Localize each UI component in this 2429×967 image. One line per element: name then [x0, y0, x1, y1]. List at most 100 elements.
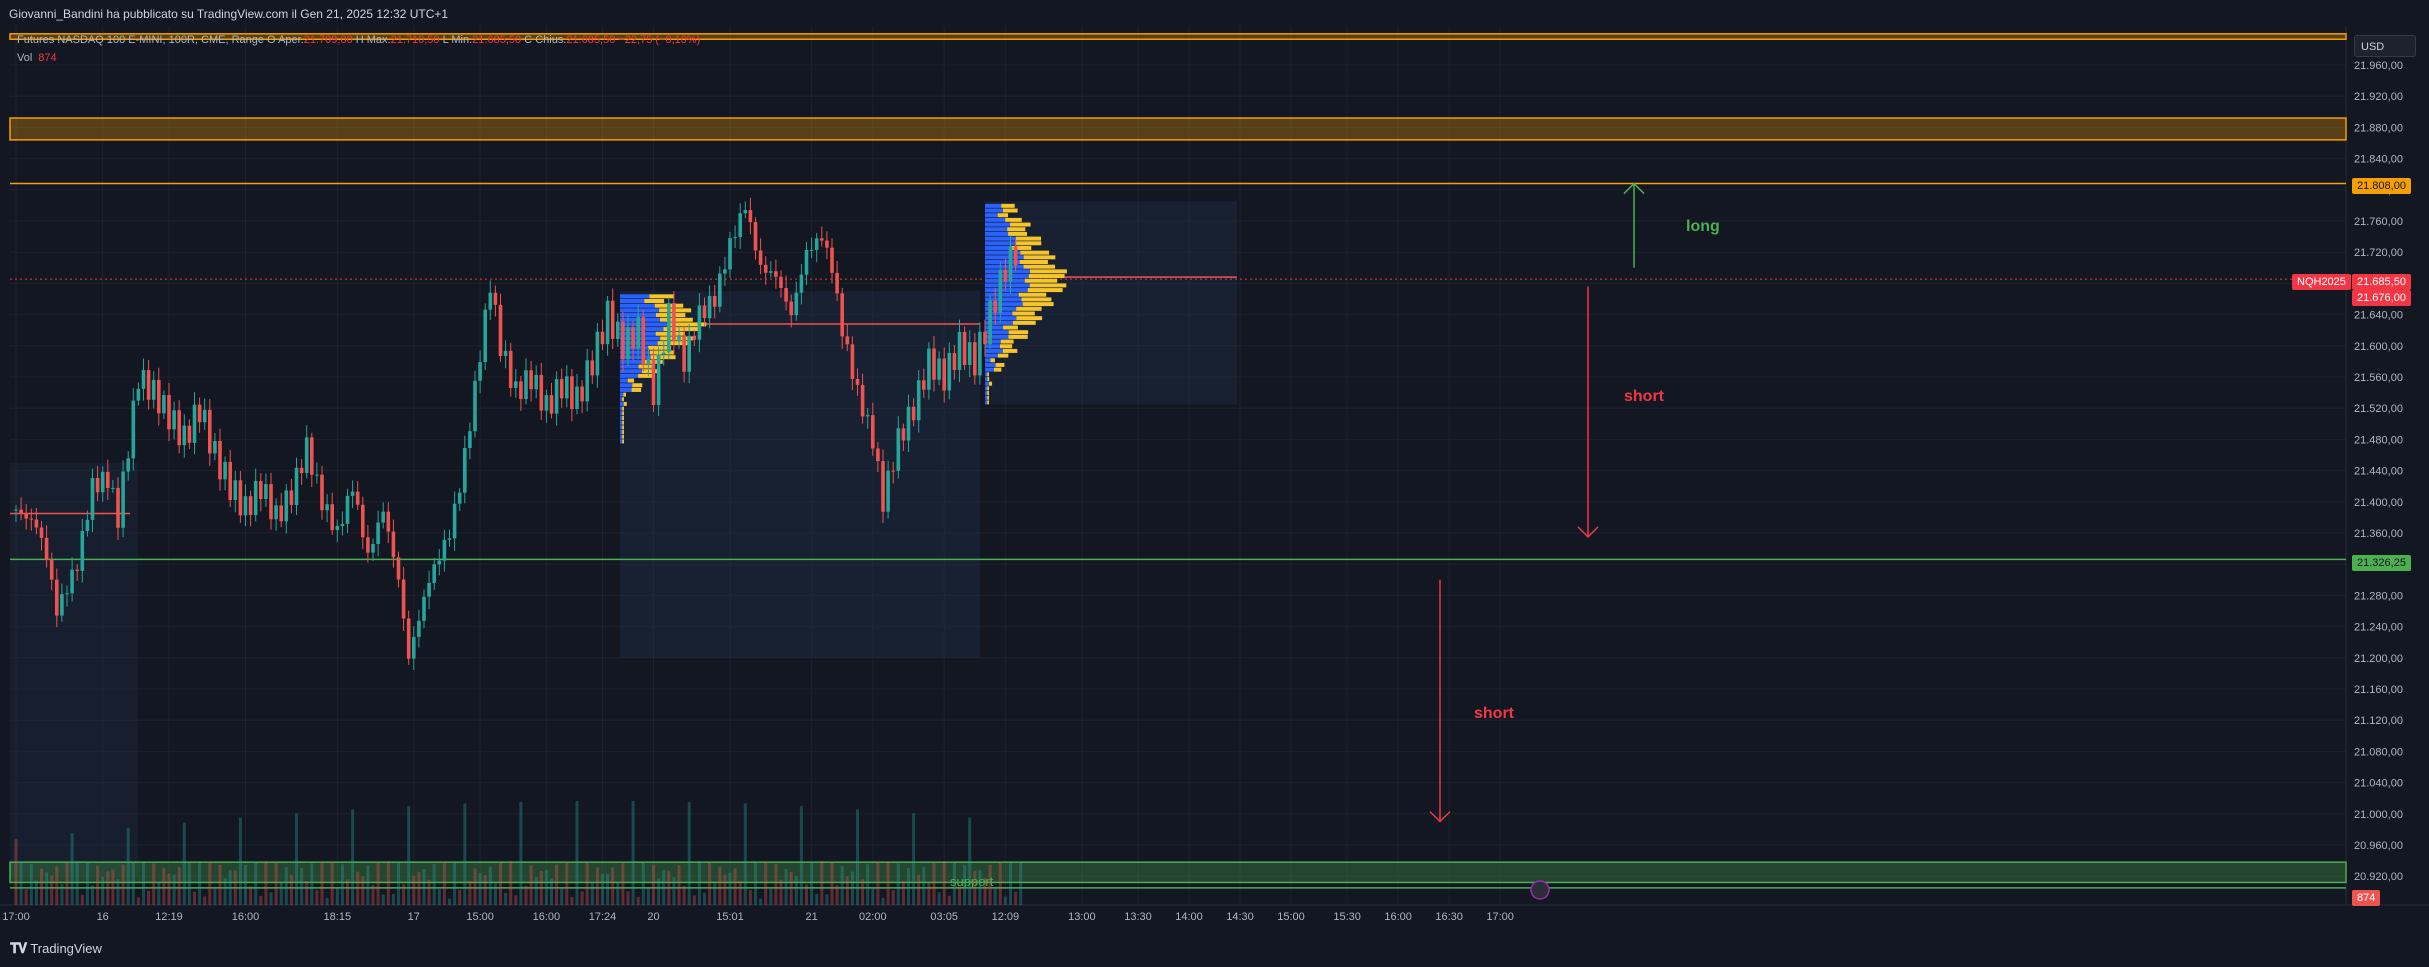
candle-body — [294, 467, 299, 505]
volume-bar — [799, 806, 803, 905]
volume-bar — [687, 801, 691, 905]
volume-bar — [412, 875, 416, 905]
tradingview-logo[interactable]: 𝐓𝐕 TradingView — [10, 940, 102, 957]
volume-profile-bar — [985, 362, 996, 367]
candle-body — [600, 331, 605, 345]
candle-body — [432, 564, 436, 583]
volume-profile-bar — [631, 387, 642, 392]
volume-profile-bar — [1000, 339, 1014, 344]
price-tick-label: 21.760,00 — [2354, 216, 2403, 228]
volume-profile-bar — [985, 288, 1028, 293]
volume-profile-bar — [985, 269, 1031, 274]
candle-body — [784, 287, 788, 302]
candle-body — [350, 491, 355, 496]
volume-bar — [815, 893, 819, 905]
candle-body — [554, 379, 559, 414]
volume-bar — [764, 861, 768, 905]
volume-profile-bar — [997, 353, 1009, 358]
candle-body — [712, 295, 717, 307]
symbol-description[interactable]: Futures NASDAQ 100 E-MINI, 100R, CME, Ra… — [17, 34, 264, 46]
volume-profile-bar — [993, 367, 1002, 372]
volume-profile-bar — [987, 391, 989, 396]
candle-body — [493, 292, 498, 305]
volume-profile-bar — [620, 299, 645, 303]
candle-body — [911, 406, 916, 421]
candle-body — [422, 596, 426, 621]
volume-profile-bar — [985, 325, 1004, 330]
candle-body — [182, 425, 187, 446]
volume-profile-bar — [1012, 320, 1036, 325]
volume-bar — [432, 864, 436, 905]
volume-profile-bar — [650, 355, 676, 360]
candle-body — [697, 305, 702, 340]
candle-body — [253, 480, 258, 516]
volume-bar — [213, 886, 217, 905]
volume-bar — [723, 875, 727, 905]
volume-bar — [60, 883, 64, 905]
candle-body — [585, 360, 589, 402]
volume-profile-bar — [627, 378, 635, 383]
volume-profile-bar — [1023, 264, 1056, 269]
time-tick-label: 20 — [647, 911, 659, 923]
currency-selector[interactable]: USD — [2354, 35, 2416, 57]
volume-bar — [850, 871, 854, 905]
candle-body — [95, 477, 100, 493]
candle-body — [559, 379, 564, 399]
volume-bar — [845, 876, 849, 905]
volume-legend[interactable]: Vol 874 — [17, 52, 57, 64]
candle-body — [804, 249, 809, 275]
volume-bar — [733, 868, 737, 905]
candle-body — [835, 272, 839, 294]
annotation-short-lower[interactable]: short — [1474, 705, 1514, 722]
candle-body — [320, 474, 324, 511]
volume-bar — [952, 861, 956, 905]
volume-bar — [570, 896, 574, 905]
volume-bar — [371, 884, 375, 905]
price-tick-label: 21.880,00 — [2354, 122, 2403, 134]
candle-body — [840, 293, 844, 337]
candle-body — [967, 342, 972, 365]
high-label: H — [355, 34, 364, 46]
volume-profile-bar — [655, 313, 686, 318]
candle-body — [381, 511, 385, 523]
price-tick-label: 21.560,00 — [2354, 372, 2403, 384]
candle-body — [656, 354, 661, 406]
volume-profile-bar — [987, 372, 989, 377]
volume-profile-bar — [644, 299, 665, 303]
volume-bar — [789, 872, 793, 905]
candle-body — [121, 471, 125, 528]
time-tick-label: 13:00 — [1068, 911, 1096, 923]
candle-body — [753, 222, 758, 251]
candle-body — [998, 269, 1003, 313]
symbol-legend: Futures NASDAQ 100 E-MINI, 100R, CME, Ra… — [17, 34, 700, 46]
candle-body — [758, 250, 763, 265]
candle-body — [763, 264, 768, 273]
candle-body — [728, 238, 732, 270]
volume-bar — [65, 862, 69, 905]
volume-profile-bar — [1010, 222, 1031, 227]
volume-bar — [504, 892, 508, 905]
price-tick-label: 21.080,00 — [2354, 746, 2403, 758]
volume-bar — [759, 898, 763, 905]
price-tick-label: 21.640,00 — [2354, 310, 2403, 322]
volume-profile-bar — [622, 416, 624, 420]
volume-bar — [611, 867, 615, 905]
candle-body — [238, 480, 243, 516]
time-tick-label: 16:00 — [232, 911, 260, 923]
candle-body — [947, 352, 952, 391]
candle-body — [447, 538, 452, 540]
volume-bar — [80, 894, 84, 905]
volume-bar — [463, 803, 467, 905]
candle-body — [468, 431, 472, 449]
annotation-support[interactable]: support — [950, 874, 994, 889]
annotation-short-upper[interactable]: short — [1624, 388, 1664, 405]
volume-bar — [927, 883, 931, 905]
candle-body — [213, 440, 217, 454]
annotation-long[interactable]: long — [1686, 218, 1720, 235]
price-label-orange: 21.808,00 — [2352, 178, 2411, 194]
candle-body — [355, 491, 360, 505]
candle-body — [927, 348, 931, 390]
volume-bar — [912, 813, 916, 905]
